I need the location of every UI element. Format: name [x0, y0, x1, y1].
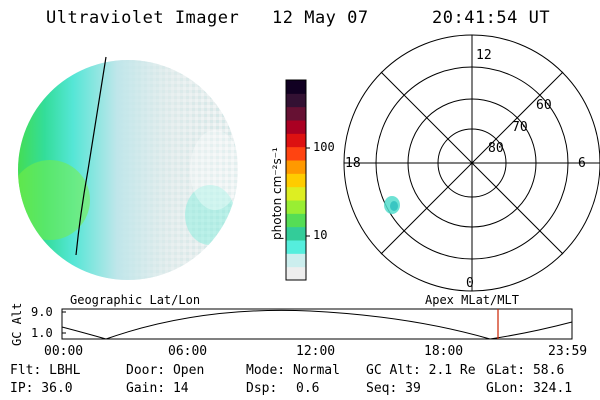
colorbar-segment	[286, 80, 306, 94]
terminator-line	[75, 56, 107, 256]
colorbar-segment	[286, 253, 306, 268]
colorbar-segment	[286, 133, 306, 148]
geographic-label: Geographic Lat/Lon	[70, 293, 201, 307]
status-dsp-label: Dsp:	[246, 381, 278, 396]
status-glon: GLon: 324.1	[486, 381, 573, 396]
altitude-xtick-0000: 00:00	[44, 344, 84, 359]
altitude-ytick-label-9: 9.0	[31, 305, 53, 319]
altitude-curve	[61, 309, 573, 340]
colorbar-segment	[286, 266, 306, 281]
status-flt: Flt: LBHL	[10, 363, 81, 378]
altitude-xtick-2359: 23:59	[548, 344, 588, 359]
colorbar-segment	[286, 160, 306, 174]
colorbar-segment	[286, 226, 306, 241]
status-gc-alt: GC Alt: 2.1 Re	[366, 363, 476, 378]
status-glat: GLat: 58.6	[486, 363, 565, 378]
polar-plot	[343, 34, 600, 292]
altitude-ytick-label-1: 1.0	[31, 326, 53, 340]
uv-image-disc	[18, 60, 238, 280]
mlt-label-12: 12	[476, 48, 492, 63]
altitude-plot-frame	[61, 308, 573, 340]
lat-label-70: 70	[512, 120, 528, 135]
apex-label: Apex MLat/MLT	[425, 293, 519, 307]
mlt-label-18: 18	[345, 156, 361, 171]
colorbar-segment	[286, 186, 306, 201]
altitude-xtick-1800: 18:00	[424, 344, 464, 359]
colorbar-tick-label-10: 10	[313, 228, 328, 242]
colorbar	[286, 80, 306, 281]
colorbar-segment	[286, 240, 306, 254]
time-label: 20:41:54 UT	[432, 8, 551, 28]
colorbar-segment	[286, 200, 306, 214]
altitude-ylabel: GC Alt	[10, 302, 24, 346]
colorbar-segment	[286, 120, 306, 134]
colorbar-segment	[286, 93, 306, 108]
lat-label-60: 60	[536, 98, 552, 113]
status-dsp-value: 0.6	[296, 381, 320, 396]
mlt-label-0: 0	[466, 276, 474, 291]
polar-aurora-core	[390, 201, 398, 211]
colorbar-segment	[286, 213, 306, 228]
status-ip: IP: 36.0	[10, 381, 73, 396]
colorbar-segment	[286, 146, 306, 161]
status-mode: Mode: Normal	[246, 363, 340, 378]
instrument-title: Ultraviolet Imager	[46, 8, 240, 28]
mlt-label-6: 6	[578, 156, 586, 171]
colorbar-tick-label-100: 100	[313, 140, 335, 154]
colorbar-frame	[285, 79, 307, 281]
colorbar-segment	[286, 106, 306, 121]
status-seq: Seq: 39	[366, 381, 421, 396]
altitude-xtick-0600: 06:00	[168, 344, 208, 359]
status-door: Door: Open	[126, 363, 205, 378]
date-label: 12 May 07	[272, 8, 369, 28]
colorbar-unit-label: photon cm⁻²s⁻¹	[270, 147, 284, 240]
colorbar-segment	[286, 173, 306, 188]
lat-label-80: 80	[488, 141, 504, 156]
status-gain: Gain: 14	[126, 381, 189, 396]
altitude-xtick-1200: 12:00	[296, 344, 336, 359]
